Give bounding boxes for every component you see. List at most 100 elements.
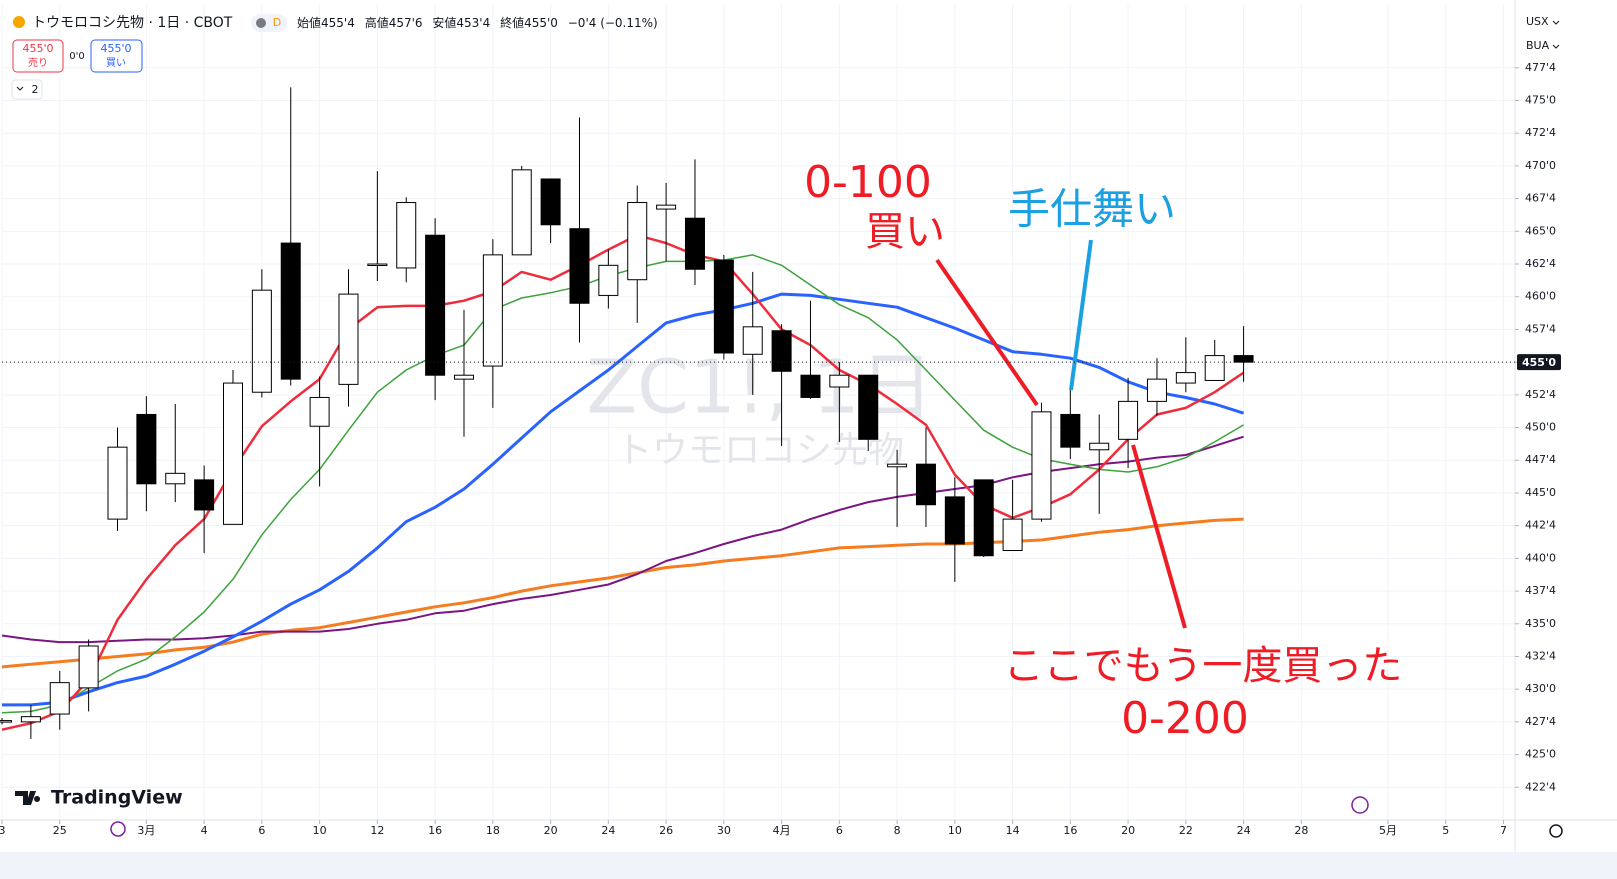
candle <box>280 87 301 386</box>
candle-body <box>540 178 561 226</box>
candle-body <box>829 374 850 388</box>
candle-body <box>915 463 936 506</box>
x-tick-label: 20 <box>1121 824 1135 837</box>
moving-average <box>2 292 1245 707</box>
candle-body <box>800 374 821 398</box>
candle <box>107 427 128 531</box>
candle-body <box>713 259 734 354</box>
y-tick-label: 442'4 <box>1525 519 1556 532</box>
chevron <box>1552 44 1560 49</box>
bottom-strip <box>0 852 1617 879</box>
buy-button[interactable] <box>90 39 143 73</box>
x-tick-label: 6 <box>836 824 843 837</box>
x-tick-label: 5月 <box>1379 824 1397 837</box>
x-tick-label: 5 <box>1442 824 1449 837</box>
x-tick-label: 12 <box>370 824 384 837</box>
candle-body <box>598 264 619 296</box>
arrow-buy <box>935 258 1039 407</box>
goto-icon[interactable] <box>1351 796 1369 814</box>
candle <box>1204 339 1225 381</box>
y-tick-label: 447'4 <box>1525 453 1556 466</box>
candle-body <box>1175 372 1196 384</box>
axes: 422'4 425'0 427'4 430'0 432'4 435'0 437'4 440'0… <box>0 61 1561 837</box>
y-tick-label: 445'0 <box>1525 486 1556 499</box>
y-tick-label: 430'0 <box>1525 682 1556 695</box>
y-tick-label: 432'4 <box>1525 649 1556 662</box>
candle <box>569 117 590 343</box>
candle-body <box>887 463 908 468</box>
sell-label: 売り <box>28 56 48 69</box>
x-tick-label: 20 <box>544 824 558 837</box>
candle <box>944 477 965 582</box>
candle-body <box>944 496 965 545</box>
candle-body <box>396 202 417 269</box>
chevron <box>1552 20 1560 25</box>
candle <box>1089 414 1110 514</box>
candle-body <box>973 479 994 557</box>
settings-icon[interactable] <box>1549 824 1563 838</box>
ohlc-label: 始値 <box>297 15 321 30</box>
logo-icon <box>15 791 41 805</box>
x-tick-label: 24 <box>1237 824 1251 837</box>
candle <box>800 300 821 399</box>
chevron <box>16 86 24 91</box>
symbol-title[interactable]: トウモロコシ先物 · 1日 · CBOT <box>32 15 233 31</box>
x-tick-label: 18 <box>486 824 500 837</box>
y-tick-label: 457'4 <box>1525 322 1556 335</box>
ohlc: 始値455'4 高値457'6 安値453'4 終値455'0 −0'4 (−0… <box>297 15 658 30</box>
y-tick-label: 460'0 <box>1525 290 1556 303</box>
candle-body <box>222 382 243 525</box>
y-tick-label: 477'4 <box>1525 61 1556 74</box>
x-tick-label: 16 <box>428 824 442 837</box>
candle-body <box>742 326 763 355</box>
badge: D <box>273 16 281 29</box>
candle-body <box>627 202 648 281</box>
candle <box>396 197 417 283</box>
candle <box>887 449 908 527</box>
annotation: 買い <box>865 209 945 255</box>
x-tick-label: 16 <box>1063 824 1077 837</box>
y-tick-label: 475'0 <box>1525 93 1556 106</box>
arrow-exit <box>1069 239 1093 391</box>
currency[interactable]: USX <box>1526 15 1549 28</box>
y-tick-label: 462'4 <box>1525 257 1556 270</box>
candle-body <box>482 254 503 367</box>
indicators-toggle[interactable] <box>11 79 43 100</box>
candle <box>1118 377 1139 469</box>
ohlc-value: 457'6 <box>389 16 423 30</box>
sell-price: 455'0 <box>22 42 53 55</box>
status-dot <box>256 18 266 28</box>
x-tick-label: 6 <box>258 824 265 837</box>
y-tick-label: 435'0 <box>1525 617 1556 630</box>
ohlc-label: 終値 <box>500 15 524 30</box>
candle <box>194 465 215 554</box>
candle <box>1146 358 1167 416</box>
moving-average <box>1 517 1244 669</box>
candle-body <box>684 217 705 270</box>
candle-body <box>1060 413 1081 448</box>
candle <box>222 369 243 525</box>
candle-body <box>771 330 792 372</box>
candle-body <box>194 479 215 511</box>
last-price-box <box>1517 354 1561 371</box>
unit[interactable]: BUA <box>1526 39 1550 52</box>
candle-body <box>367 263 388 267</box>
annotation: 0-100 <box>804 157 932 208</box>
y-tick-label: 465'0 <box>1525 224 1556 237</box>
x-tick-label: 26 <box>659 824 673 837</box>
x-tick-label: 10 <box>313 824 327 837</box>
x-tick-label: 10 <box>948 824 962 837</box>
x-tick-label: 28 <box>1294 824 1308 837</box>
logo-text[interactable]: TradingView <box>51 787 183 809</box>
ohlc-value: 455'0 <box>524 16 558 30</box>
sell-button[interactable] <box>12 39 64 73</box>
candle-body <box>569 228 590 304</box>
event-icon[interactable] <box>110 821 126 837</box>
candle <box>20 704 41 739</box>
y-tick-label: 437'4 <box>1525 584 1556 597</box>
symbol-icon <box>13 16 25 28</box>
candle <box>858 374 879 452</box>
candle-body <box>165 472 186 485</box>
